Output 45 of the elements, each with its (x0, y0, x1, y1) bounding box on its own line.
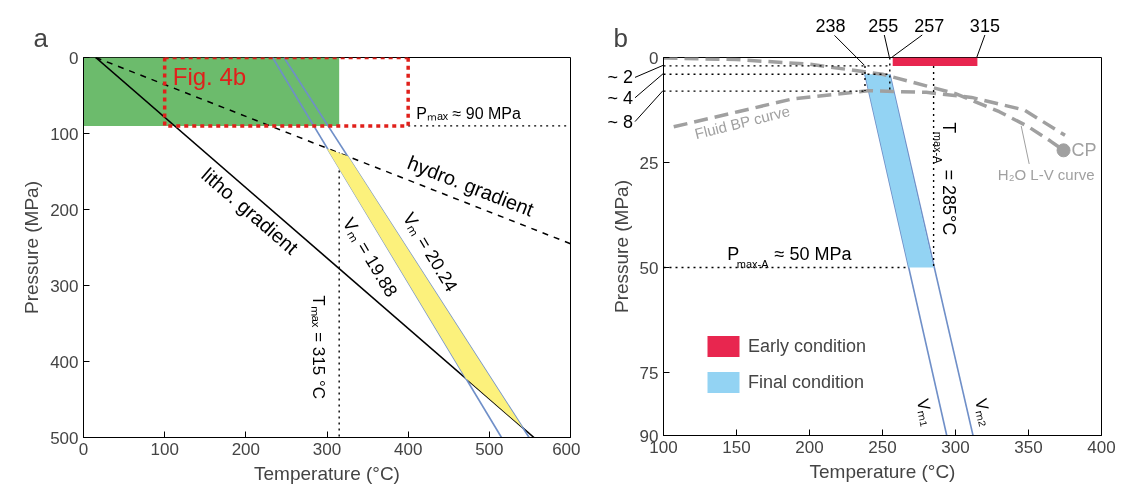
annotation: 257 (914, 16, 945, 36)
chart-title: a (33, 22, 49, 53)
x-tick-label: 150 (722, 437, 751, 457)
y-tick-label: 50 (639, 258, 659, 278)
x-tick-label: 200 (231, 439, 261, 459)
legend-label: Early condition (748, 335, 867, 357)
y-tick-label: 25 (639, 153, 659, 173)
annotation: Tₘₐₓ = 315 °C (308, 295, 328, 399)
x-tick-label: 500 (475, 439, 504, 459)
x-tick-label: 400 (393, 439, 423, 459)
x-tick-label: 300 (312, 439, 342, 459)
annotation: 238 (815, 16, 846, 37)
chart-title: b (613, 22, 628, 53)
y-axis-title: Pressure (MPa) (21, 180, 43, 315)
y-axis-title: Pressure (MPa) (610, 179, 632, 314)
x-tick-label: 400 (1087, 437, 1116, 457)
annotation: Fig. 4b (172, 62, 247, 90)
x-tick-label: 250 (868, 437, 897, 457)
y-tick-label: 400 (50, 352, 79, 372)
annotation: ~ 4 (607, 87, 633, 108)
annotation: ~ 2 (607, 67, 633, 88)
annotation: ~ 8 (607, 111, 633, 132)
annotation: 255 (868, 16, 899, 36)
x-tick-label: 600 (552, 439, 581, 459)
annotation: Fluid BP curve (692, 102, 792, 143)
x-tick-label: 300 (941, 437, 970, 457)
annotation: Vₘ₁ (912, 397, 937, 428)
annotation: CP (1071, 140, 1097, 161)
x-axis-title: Temperature (°C) (809, 460, 956, 482)
annotation: Tmax-A = 285°C (932, 122, 959, 236)
annotation: H₂O L-V curve (997, 165, 1095, 183)
x-tick-label: 200 (795, 437, 824, 457)
x-axis-title: Temperature (°C) (254, 462, 400, 484)
legend-label: Final condition (748, 371, 865, 393)
y-tick-label: 300 (50, 276, 79, 296)
x-tick-label: 100 (150, 439, 179, 459)
annotation: Vₘ₂ (971, 396, 996, 429)
y-tick-label: 75 (639, 363, 659, 383)
annotation: Pₘₐₓ ≈ 90 MPa (416, 104, 522, 122)
y-tick-label: 200 (50, 200, 79, 220)
y-tick-label: 100 (50, 124, 79, 144)
y-tick-label: 0 (69, 48, 79, 68)
x-tick-label: 350 (1014, 437, 1043, 457)
annotation: 315 (969, 16, 1000, 36)
y-tick-label: 0 (649, 48, 659, 68)
